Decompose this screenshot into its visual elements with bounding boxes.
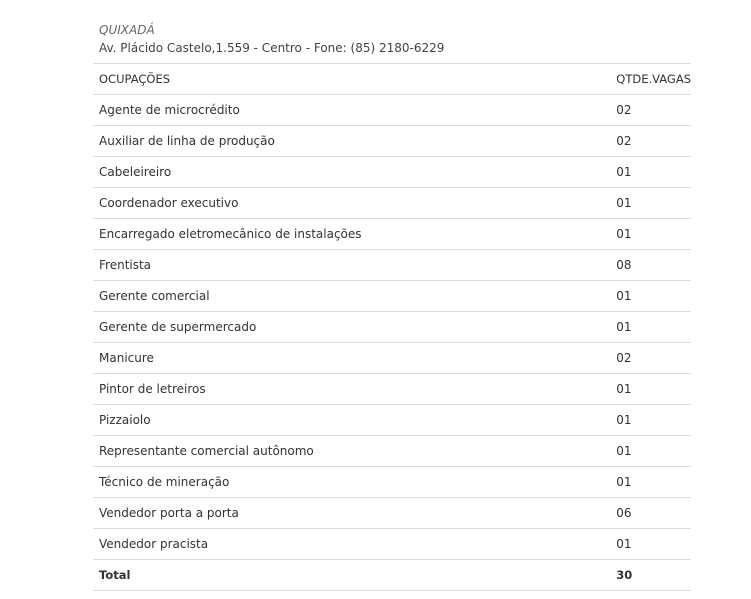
quantity: 02 — [610, 94, 691, 126]
occupation: Vendedor pracista — [93, 528, 611, 560]
table-row: Encarregado eletromecânico de instalaçõe… — [93, 218, 691, 250]
table-row: Coordenador executivo 01 — [93, 187, 691, 219]
occupation: Total — [93, 559, 611, 591]
quantity: 08 — [610, 249, 691, 281]
quantity: 01 — [610, 311, 691, 343]
occupation: Cabeleireiro — [93, 156, 611, 188]
occupation: Gerente comercial — [93, 280, 611, 312]
occupation: Manicure — [93, 342, 611, 374]
table-row: Agente de microcrédito 02 — [93, 94, 691, 126]
header-row: OCUPAÇÕES QTDE.VAGAS — [93, 63, 691, 95]
table-row: Pizzaiolo 01 — [93, 404, 691, 436]
quantity: 01 — [610, 373, 691, 405]
address: Av. Plácido Castelo,1.559 - Centro - Fon… — [99, 41, 445, 55]
table-row: Vendedor pracista 01 — [93, 528, 691, 560]
table-row: Pintor de letreiros 01 — [93, 373, 691, 405]
quantity: 30 — [610, 559, 691, 591]
occupation: OCUPAÇÕES — [93, 63, 611, 95]
quantity: 02 — [610, 342, 691, 374]
occupation: Representante comercial autônomo — [93, 435, 611, 467]
quantity: 01 — [610, 435, 691, 467]
table-row: Técnico de mineração 01 — [93, 466, 691, 498]
table-row: Auxiliar de linha de produção 02 — [93, 125, 691, 157]
quantity: 01 — [610, 218, 691, 250]
quantity: 06 — [610, 497, 691, 529]
table-row: Representante comercial autônomo 01 — [93, 435, 691, 467]
table-row: Manicure 02 — [93, 342, 691, 374]
quantity: 01 — [610, 156, 691, 188]
total-row: Total 30 — [93, 559, 691, 591]
occupation: Auxiliar de linha de produção — [93, 125, 611, 157]
table-row: Frentista 08 — [93, 249, 691, 281]
quantity: QTDE.VAGAS — [610, 63, 691, 95]
occupation: Encarregado eletromecânico de instalaçõe… — [93, 218, 611, 250]
quantity: 01 — [610, 528, 691, 560]
occupation: Coordenador executivo — [93, 187, 611, 219]
occupation: Gerente de supermercado — [93, 311, 611, 343]
table-row: Cabeleireiro 01 — [93, 156, 691, 188]
table-row: Vendedor porta a porta 06 — [93, 497, 691, 529]
occupation: Pintor de letreiros — [93, 373, 611, 405]
occupation: Pizzaiolo — [93, 404, 611, 436]
occupation: Frentista — [93, 249, 611, 281]
occupation: Vendedor porta a porta — [93, 497, 611, 529]
quantity: 01 — [610, 187, 691, 219]
jobs-table: OCUPAÇÕES QTDE.VAGAS Agente de microcrédit… — [93, 63, 691, 591]
quantity: 01 — [610, 280, 691, 312]
occupation: Agente de microcrédito — [93, 94, 611, 126]
content: QUIXADÁ Av. Plácido Castelo,1.559 - Cent… — [93, 22, 691, 591]
occupation: Técnico de mineração — [93, 466, 611, 498]
table-row: Gerente comercial 01 — [93, 280, 691, 312]
quantity: 02 — [610, 125, 691, 157]
city-title: QUIXADÁ — [99, 23, 155, 37]
quantity: 01 — [610, 404, 691, 436]
quantity: 01 — [610, 466, 691, 498]
table-row: Gerente de supermercado 01 — [93, 311, 691, 343]
